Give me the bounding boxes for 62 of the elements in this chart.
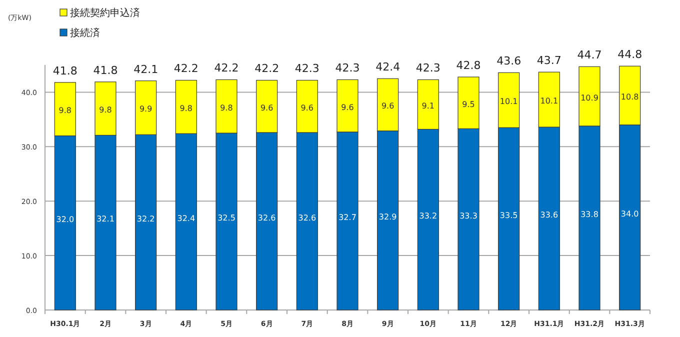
data-label: 33.6	[540, 210, 558, 220]
data-label: 10.8	[620, 92, 639, 102]
data-label: 32.6	[258, 213, 276, 222]
total-label: 42.8	[456, 58, 481, 72]
total-label: 43.7	[536, 54, 562, 68]
data-label: 9.8	[99, 106, 112, 115]
total-label: 43.6	[496, 54, 522, 68]
total-label: 42.1	[134, 62, 158, 76]
total-label: 44.8	[618, 48, 642, 62]
data-label: 32.1	[96, 214, 114, 224]
data-label: 9.8	[180, 104, 193, 113]
data-label: 32.7	[338, 212, 356, 222]
total-label: 42.2	[214, 62, 239, 75]
bar	[417, 79, 439, 130]
data-label: 32.6	[298, 213, 316, 222]
data-label: 9.6	[260, 103, 274, 112]
data-label: 32.2	[136, 214, 155, 224]
data-label: 9.9	[139, 104, 152, 114]
bar	[296, 80, 318, 133]
total-label: 42.2	[174, 62, 198, 76]
data-label: 10.1	[500, 97, 518, 106]
data-label: 32.0	[56, 214, 74, 224]
data-label: 10.9	[580, 93, 598, 102]
data-label: 33.2	[419, 212, 438, 221]
data-label: 34.0	[620, 209, 639, 218]
bar	[538, 72, 560, 128]
total-label: 44.7	[577, 48, 602, 62]
data-label: 33.8	[580, 210, 598, 219]
total-label: 42.3	[335, 62, 360, 75]
data-label: 33.3	[460, 211, 478, 220]
bar	[377, 78, 399, 132]
legend-label: 接続契約申込済	[70, 7, 140, 19]
bar	[175, 80, 197, 134]
data-label: 9.6	[300, 103, 314, 112]
data-label: 9.1	[422, 101, 435, 110]
total-label: 42.3	[294, 62, 320, 76]
bar	[336, 79, 358, 132]
data-label: 32.9	[378, 212, 397, 222]
data-label: 33.5	[500, 210, 518, 220]
bar	[94, 82, 116, 136]
bar	[619, 66, 641, 126]
data-label: 32.5	[218, 214, 236, 223]
bar	[216, 79, 238, 134]
data-label: 9.6	[381, 102, 394, 111]
bar	[498, 72, 520, 128]
total-label: 42.2	[254, 62, 280, 76]
data-label: 10.1	[540, 96, 558, 106]
total-label: 41.8	[93, 64, 118, 77]
data-label: 32.4	[177, 214, 196, 223]
data-label: 9.8	[58, 106, 72, 116]
bar	[54, 82, 76, 136]
data-label: 9.8	[220, 103, 233, 112]
total-label: 41.8	[52, 64, 78, 78]
total-label: 42.3	[416, 62, 440, 75]
data-label: 9.5	[462, 100, 475, 109]
bar	[458, 76, 480, 129]
legend-label: 接続済	[70, 27, 100, 39]
total-label: 42.4	[376, 60, 400, 74]
bar	[578, 66, 600, 126]
data-label: 9.6	[341, 102, 354, 112]
bar	[256, 80, 278, 133]
bar	[135, 80, 157, 135]
